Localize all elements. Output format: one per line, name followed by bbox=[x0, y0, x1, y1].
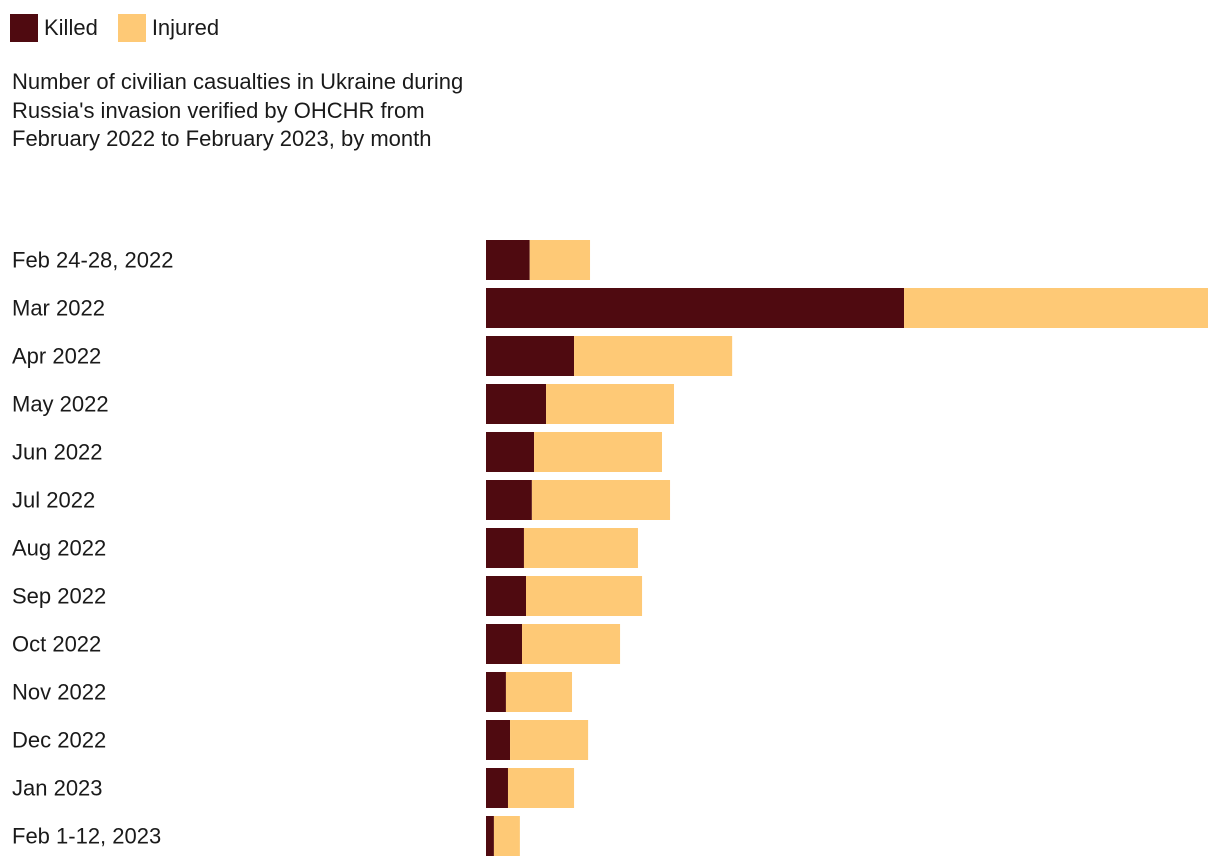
legend-label-injured: Injured bbox=[151, 15, 220, 40]
category-label-jul-2022: Jul 2022 bbox=[12, 488, 95, 513]
bar-killed-dec-2022 bbox=[486, 720, 511, 760]
bar-killed-mar-2022 bbox=[486, 288, 905, 328]
bar-injured-nov-2022 bbox=[505, 672, 573, 712]
bar-injured-jun-2022 bbox=[534, 432, 662, 472]
bar-injured-feb-1-12-2023 bbox=[493, 816, 520, 856]
bar-injured-apr-2022 bbox=[574, 336, 733, 376]
category-label-sep-2022: Sep 2022 bbox=[12, 584, 106, 609]
category-label-mar-2022: Mar 2022 bbox=[12, 296, 105, 321]
legend-label-killed: Killed bbox=[44, 15, 98, 40]
category-label-jun-2022: Jun 2022 bbox=[12, 440, 103, 465]
bar-killed-apr-2022 bbox=[486, 336, 575, 376]
category-label-jan-2023: Jan 2023 bbox=[12, 776, 103, 801]
category-label-apr-2022: Apr 2022 bbox=[12, 344, 101, 369]
bar-injured-jul-2022 bbox=[531, 480, 671, 520]
category-label-dec-2022: Dec 2022 bbox=[12, 728, 106, 753]
bar-killed-jun-2022 bbox=[486, 432, 535, 472]
chart-title: Number of civilian casualties in Ukraine… bbox=[12, 69, 464, 151]
category-label-oct-2022: Oct 2022 bbox=[12, 632, 101, 657]
legend-item-injured: Injured bbox=[117, 14, 220, 42]
bar-killed-may-2022 bbox=[486, 384, 547, 424]
legend-swatch-injured bbox=[117, 14, 146, 42]
bar-injured-sep-2022 bbox=[526, 576, 643, 616]
category-label-may-2022: May 2022 bbox=[12, 392, 109, 417]
bar-killed-feb-1-12-2023 bbox=[486, 816, 494, 856]
category-label-aug-2022: Aug 2022 bbox=[12, 536, 106, 561]
bar-injured-oct-2022 bbox=[522, 624, 621, 664]
bar-injured-aug-2022 bbox=[523, 528, 638, 568]
bar-injured-mar-2022 bbox=[904, 288, 1208, 328]
bar-killed-oct-2022 bbox=[486, 624, 523, 664]
bar-killed-aug-2022 bbox=[486, 528, 524, 568]
legend: Killed Injured bbox=[10, 12, 239, 44]
bar-killed-feb-24-28-2022 bbox=[486, 240, 530, 280]
category-label-nov-2022: Nov 2022 bbox=[12, 680, 106, 705]
category-label-feb-24-28-2022: Feb 24-28, 2022 bbox=[12, 248, 173, 273]
bar-killed-nov-2022 bbox=[486, 672, 506, 712]
bar-injured-feb-24-28-2022 bbox=[529, 240, 591, 280]
bar-killed-sep-2022 bbox=[486, 576, 527, 616]
bar-killed-jul-2022 bbox=[486, 480, 532, 520]
bar-injured-jan-2023 bbox=[507, 768, 575, 808]
bar-injured-may-2022 bbox=[546, 384, 675, 424]
legend-item-killed: Killed bbox=[10, 14, 98, 42]
bar-injured-dec-2022 bbox=[510, 720, 589, 760]
bar-killed-jan-2023 bbox=[486, 768, 508, 808]
category-label-feb-1-12-2023: Feb 1-12, 2023 bbox=[12, 824, 161, 849]
legend-swatch-killed bbox=[10, 14, 38, 42]
